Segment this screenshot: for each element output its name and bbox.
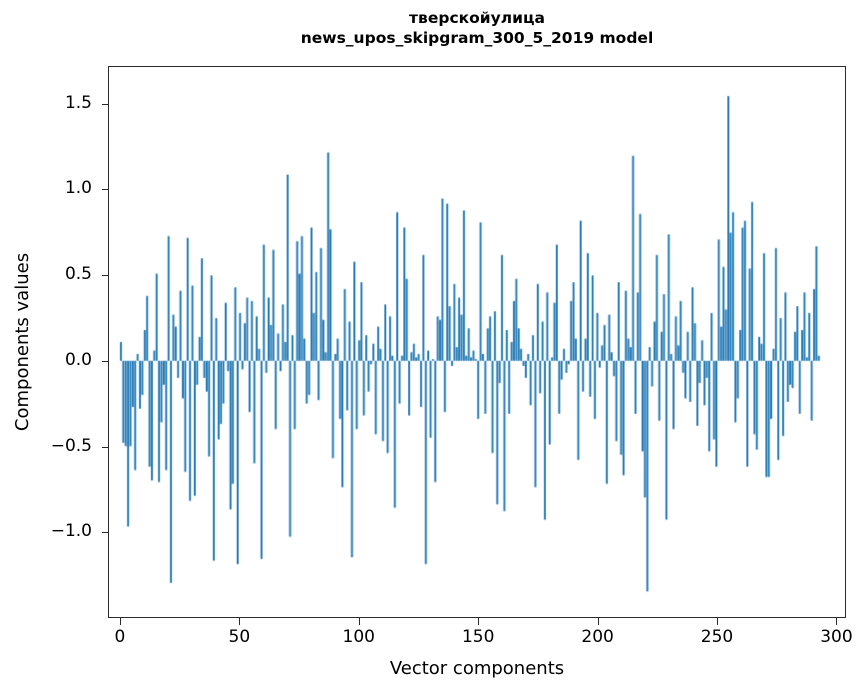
- x-axis-label: Vector components: [389, 658, 565, 679]
- x-tick-mark: [836, 618, 838, 625]
- x-tick-label: 150: [461, 627, 495, 647]
- x-tick-label: 50: [228, 627, 251, 647]
- x-tick-mark: [358, 618, 360, 625]
- y-tick-mark: [101, 103, 109, 105]
- x-tick-label: 0: [114, 627, 126, 647]
- y-tick-label: 0.5: [64, 264, 92, 285]
- y-tick-mark: [101, 275, 109, 277]
- y-axis-label: Components values: [12, 252, 33, 432]
- y-tick-label: 0.0: [64, 349, 92, 370]
- x-tick-mark: [119, 618, 121, 625]
- x-tick-mark: [478, 618, 480, 625]
- x-tick-mark: [717, 618, 719, 625]
- y-tick-label: 1.5: [64, 92, 92, 113]
- y-tick-mark: [101, 446, 109, 448]
- y-tick-label: −1.0: [50, 521, 92, 542]
- plot-axes-area: [108, 66, 846, 618]
- x-tick-label: 250: [700, 627, 734, 647]
- y-tick-mark: [101, 360, 109, 362]
- x-tick-mark: [597, 618, 599, 625]
- chart-title: тверскойулица news_upos_skipgram_300_5_2…: [300, 9, 654, 47]
- x-tick-label: 100: [342, 627, 375, 647]
- y-tick-label: 1.0: [64, 178, 92, 199]
- y-tick-mark: [101, 532, 109, 534]
- y-tick-label: −0.5: [50, 435, 92, 456]
- y-tick-mark: [101, 189, 109, 191]
- bar-series-canvas: [109, 67, 845, 617]
- x-tick-mark: [239, 618, 241, 625]
- x-tick-label: 300: [820, 627, 853, 647]
- x-tick-label: 200: [581, 627, 614, 647]
